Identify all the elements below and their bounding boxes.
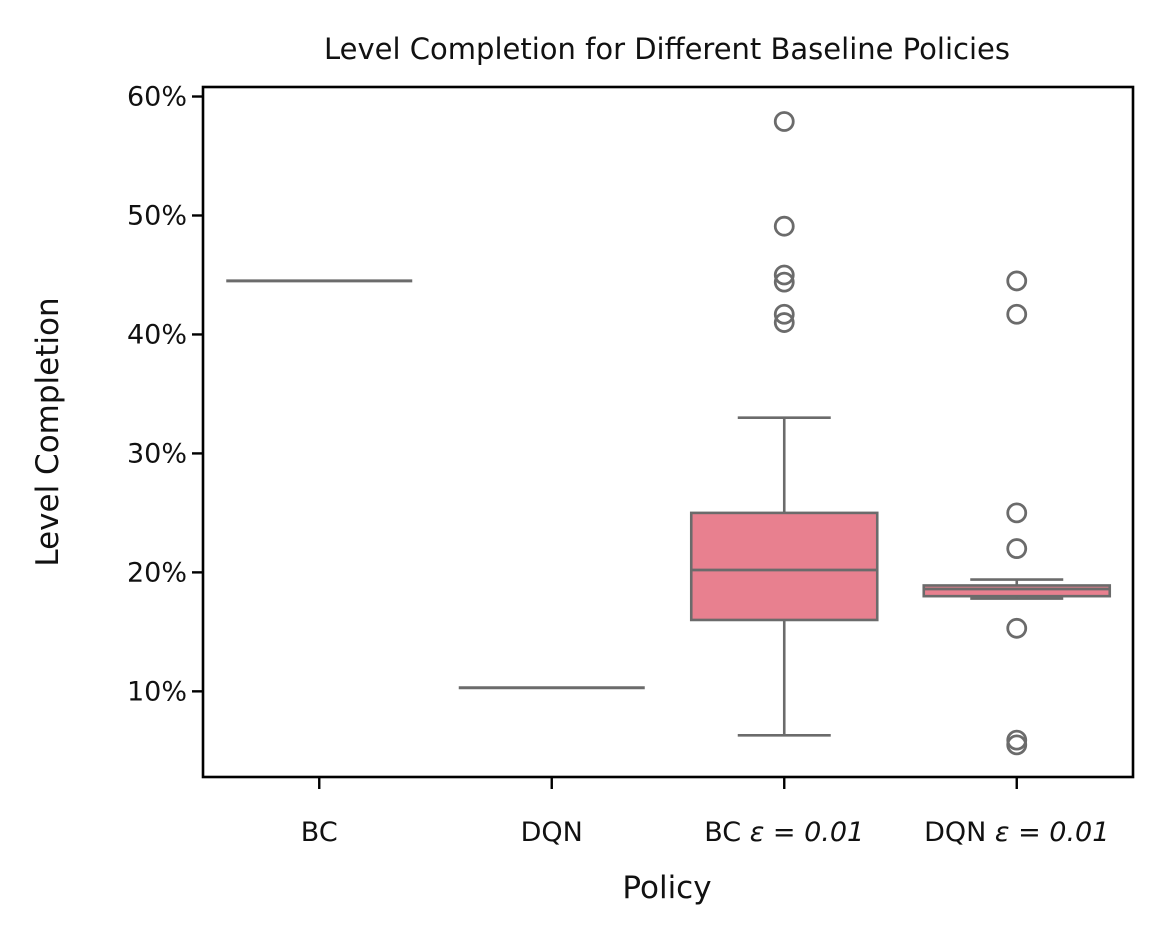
plot-frame bbox=[201, 85, 1135, 779]
outlier-point bbox=[773, 303, 795, 325]
y-axis-label: Level Completion bbox=[30, 297, 66, 566]
box-iqr bbox=[922, 584, 1112, 598]
outlier-point bbox=[1006, 729, 1028, 751]
y-tick-label: 60% bbox=[127, 82, 187, 113]
box-iqr bbox=[689, 511, 879, 622]
outlier-point bbox=[773, 312, 795, 333]
outlier-point bbox=[1006, 538, 1028, 559]
x-axis-label: Policy bbox=[622, 870, 711, 906]
outlier-point bbox=[773, 271, 795, 293]
outlier-point bbox=[1006, 617, 1028, 639]
y-tick-label: 50% bbox=[127, 200, 187, 231]
plot-layer: 10% 20% 30% 40% 50% 60% BC DQN BC ε = 0.01 DQN ε … bbox=[127, 82, 1112, 848]
chart-title: Level Completion for Different Baseline … bbox=[324, 32, 1010, 66]
y-tick-label: 20% bbox=[127, 557, 187, 588]
x-tick-label: BC ε = 0.01 bbox=[704, 817, 864, 848]
outlier-point bbox=[773, 215, 795, 237]
x-tick-label: DQN ε = 0.01 bbox=[924, 817, 1109, 848]
y-tick-label: 10% bbox=[127, 676, 187, 707]
outlier-point bbox=[1006, 502, 1028, 524]
outlier-point bbox=[1006, 303, 1028, 325]
outlier-point bbox=[1006, 270, 1028, 292]
y-tick-label: 40% bbox=[127, 319, 187, 350]
y-tick-label: 30% bbox=[127, 438, 187, 469]
outlier-point bbox=[773, 264, 795, 286]
outlier-point bbox=[773, 111, 795, 132]
x-tick-label: BC bbox=[301, 817, 338, 848]
x-tick-label: DQN bbox=[521, 817, 583, 848]
